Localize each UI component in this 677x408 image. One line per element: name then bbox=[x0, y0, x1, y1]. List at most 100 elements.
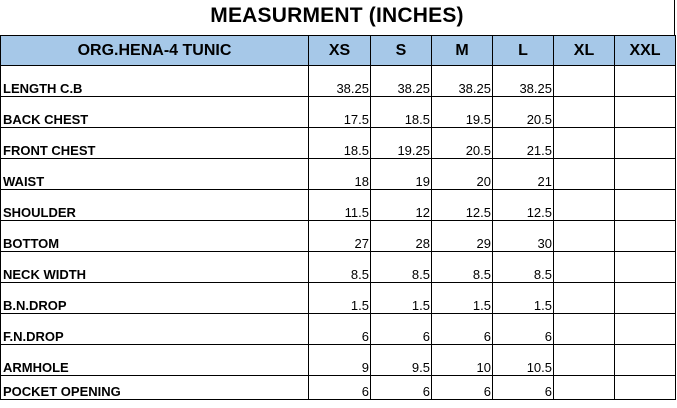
measurement-cell[interactable]: 38.25 bbox=[431, 65, 493, 97]
measurement-cell[interactable] bbox=[553, 220, 615, 252]
measurement-label[interactable]: POCKET OPENING bbox=[0, 375, 309, 400]
measurement-cell[interactable]: 12.5 bbox=[431, 189, 493, 221]
measurement-cell[interactable] bbox=[614, 375, 676, 400]
measurement-cell[interactable]: 38.25 bbox=[308, 65, 371, 97]
measurement-cell[interactable] bbox=[614, 158, 676, 190]
size-header-xl[interactable]: XL bbox=[553, 35, 615, 66]
measurement-cell[interactable] bbox=[553, 189, 615, 221]
measurement-cell[interactable]: 8.5 bbox=[431, 251, 493, 283]
measurement-cell[interactable] bbox=[553, 344, 615, 376]
measurement-cell[interactable]: 30 bbox=[492, 220, 554, 252]
measurement-cell[interactable]: 38.25 bbox=[492, 65, 554, 97]
measurement-cell[interactable] bbox=[614, 344, 676, 376]
measurement-cell[interactable] bbox=[553, 313, 615, 345]
table-row: LENGTH C.B 38.25 38.25 38.25 38.25 bbox=[0, 65, 676, 97]
measurement-cell[interactable] bbox=[614, 96, 676, 128]
table-row: BOTTOM 27 28 29 30 bbox=[0, 220, 676, 252]
measurement-cell[interactable] bbox=[553, 65, 615, 97]
measurement-cell[interactable]: 11.5 bbox=[308, 189, 371, 221]
measurement-cell[interactable] bbox=[614, 220, 676, 252]
measurement-cell[interactable] bbox=[553, 96, 615, 128]
table-body: LENGTH C.B 38.25 38.25 38.25 38.25 BACK CHEST… bbox=[0, 65, 676, 400]
measurement-cell[interactable]: 19.25 bbox=[370, 127, 432, 159]
measurement-cell[interactable] bbox=[614, 282, 676, 314]
measurement-cell[interactable]: 19 bbox=[370, 158, 432, 190]
measurement-cell[interactable] bbox=[614, 65, 676, 97]
measurement-cell[interactable]: 6 bbox=[431, 375, 493, 400]
measurement-label[interactable]: BOTTOM bbox=[0, 220, 309, 252]
measurement-cell[interactable]: 6 bbox=[308, 375, 371, 400]
header-row: ORG.HENA-4 TUNIC XS S M L XL XXL bbox=[0, 35, 676, 66]
measurement-cell[interactable]: 20 bbox=[431, 158, 493, 190]
measurement-cell[interactable] bbox=[614, 127, 676, 159]
measurement-cell[interactable]: 21 bbox=[492, 158, 554, 190]
table-row: F.N.DROP 6 6 6 6 bbox=[0, 313, 676, 345]
table-row: SHOULDER 11.5 12 12.5 12.5 bbox=[0, 189, 676, 221]
measurement-cell[interactable]: 18 bbox=[308, 158, 371, 190]
style-name-header[interactable]: ORG.HENA-4 TUNIC bbox=[0, 35, 309, 66]
measurement-cell[interactable]: 20.5 bbox=[492, 96, 554, 128]
measurement-cell[interactable] bbox=[553, 375, 615, 400]
measurement-cell[interactable] bbox=[553, 127, 615, 159]
measurement-cell[interactable]: 1.5 bbox=[308, 282, 371, 314]
measurement-cell[interactable]: 12.5 bbox=[492, 189, 554, 221]
measurement-cell[interactable]: 1.5 bbox=[431, 282, 493, 314]
measurement-label[interactable]: BACK CHEST bbox=[0, 96, 309, 128]
measurement-cell[interactable]: 18.5 bbox=[370, 96, 432, 128]
table-row: B.N.DROP 1.5 1.5 1.5 1.5 bbox=[0, 282, 676, 314]
table-row: WAIST 18 19 20 21 bbox=[0, 158, 676, 190]
table-row: POCKET OPENING 6 6 6 6 bbox=[0, 375, 676, 400]
size-header-xxl[interactable]: XXL bbox=[614, 35, 676, 66]
measurement-label[interactable]: NECK WIDTH bbox=[0, 251, 309, 283]
measurement-cell[interactable]: 6 bbox=[308, 313, 371, 345]
measurement-label[interactable]: ARMHOLE bbox=[0, 344, 309, 376]
measurement-cell[interactable]: 10 bbox=[431, 344, 493, 376]
measurement-table: ORG.HENA-4 TUNIC XS S M L XL XXL LENGTH … bbox=[0, 35, 676, 400]
title-row: MEASURMENT (INCHES) bbox=[0, 0, 675, 35]
measurement-label[interactable]: F.N.DROP bbox=[0, 313, 309, 345]
measurement-label[interactable]: B.N.DROP bbox=[0, 282, 309, 314]
measurement-cell[interactable] bbox=[614, 313, 676, 345]
measurement-cell[interactable]: 10.5 bbox=[492, 344, 554, 376]
sheet-title: MEASURMENT (INCHES) bbox=[210, 4, 464, 27]
size-header-l[interactable]: L bbox=[492, 35, 554, 66]
measurement-label[interactable]: WAIST bbox=[0, 158, 309, 190]
measurement-label[interactable]: LENGTH C.B bbox=[0, 65, 309, 97]
measurement-cell[interactable]: 28 bbox=[370, 220, 432, 252]
size-header-m[interactable]: M bbox=[431, 35, 493, 66]
measurement-cell[interactable]: 17.5 bbox=[308, 96, 371, 128]
size-header-s[interactable]: S bbox=[370, 35, 432, 66]
measurement-cell[interactable]: 18.5 bbox=[308, 127, 371, 159]
measurement-cell[interactable]: 19.5 bbox=[431, 96, 493, 128]
measurement-cell[interactable]: 1.5 bbox=[370, 282, 432, 314]
measurement-cell[interactable]: 20.5 bbox=[431, 127, 493, 159]
measurement-cell[interactable] bbox=[553, 251, 615, 283]
table-row: NECK WIDTH 8.5 8.5 8.5 8.5 bbox=[0, 251, 676, 283]
measurement-cell[interactable]: 8.5 bbox=[492, 251, 554, 283]
measurement-cell[interactable]: 9.5 bbox=[370, 344, 432, 376]
measurement-cell[interactable]: 6 bbox=[492, 313, 554, 345]
measurement-cell[interactable]: 27 bbox=[308, 220, 371, 252]
measurement-cell[interactable]: 8.5 bbox=[370, 251, 432, 283]
table-row: ARMHOLE 9 9.5 10 10.5 bbox=[0, 344, 676, 376]
measurement-cell[interactable]: 6 bbox=[492, 375, 554, 400]
table-row: BACK CHEST 17.5 18.5 19.5 20.5 bbox=[0, 96, 676, 128]
measurement-cell[interactable]: 38.25 bbox=[370, 65, 432, 97]
measurement-cell[interactable]: 6 bbox=[370, 313, 432, 345]
measurement-cell[interactable]: 9 bbox=[308, 344, 371, 376]
measurement-cell[interactable]: 1.5 bbox=[492, 282, 554, 314]
measurement-label[interactable]: SHOULDER bbox=[0, 189, 309, 221]
measurement-cell[interactable]: 21.5 bbox=[492, 127, 554, 159]
measurement-cell[interactable] bbox=[553, 282, 615, 314]
measurement-cell[interactable] bbox=[553, 158, 615, 190]
measurement-cell[interactable]: 8.5 bbox=[308, 251, 371, 283]
measurement-cell[interactable]: 6 bbox=[431, 313, 493, 345]
measurement-cell[interactable]: 6 bbox=[370, 375, 432, 400]
measurement-cell[interactable] bbox=[614, 251, 676, 283]
measurement-label[interactable]: FRONT CHEST bbox=[0, 127, 309, 159]
measurement-cell[interactable]: 12 bbox=[370, 189, 432, 221]
measurement-cell[interactable]: 29 bbox=[431, 220, 493, 252]
size-header-xs[interactable]: XS bbox=[308, 35, 371, 66]
measurement-cell[interactable] bbox=[614, 189, 676, 221]
